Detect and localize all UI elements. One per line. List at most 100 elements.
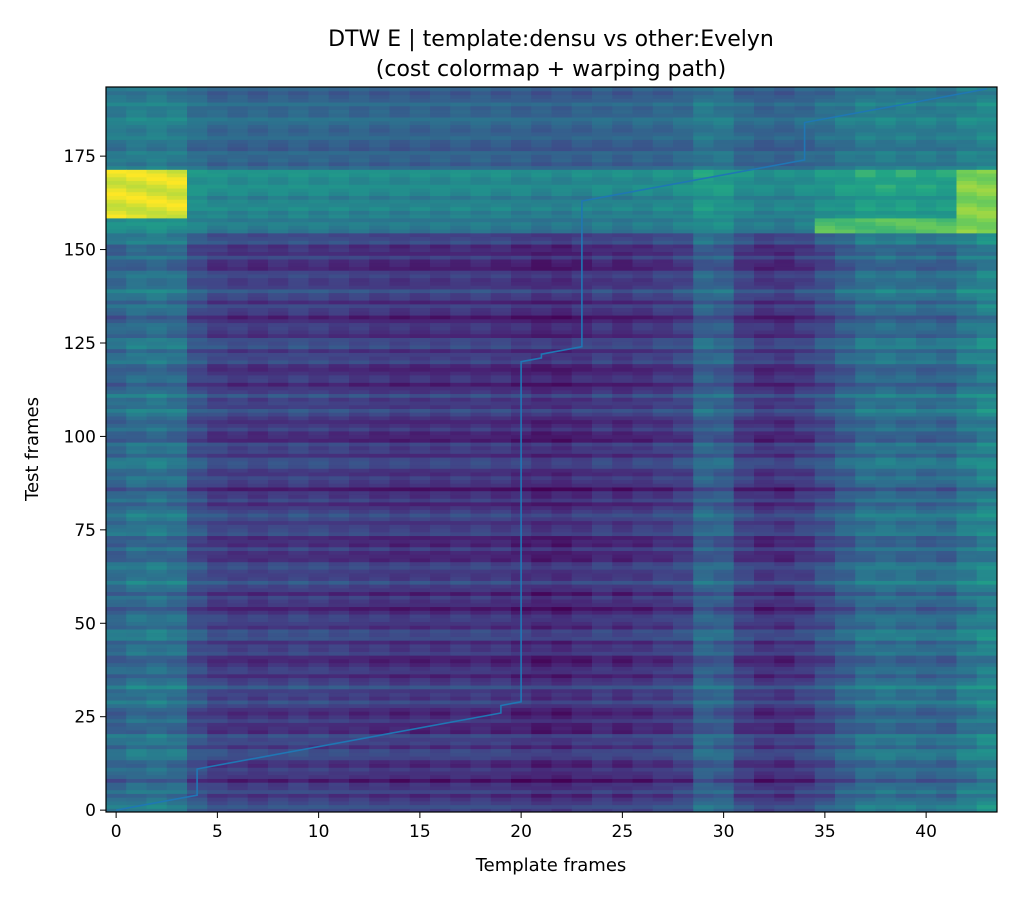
heatmap-cell xyxy=(308,789,330,794)
heatmap-cell xyxy=(268,423,289,428)
heatmap-cell xyxy=(268,124,289,129)
heatmap-cell xyxy=(571,688,593,694)
heatmap-cell xyxy=(227,154,249,159)
heatmap-cell xyxy=(612,281,634,286)
heatmap-cell xyxy=(389,490,411,495)
heatmap-cell xyxy=(470,296,492,301)
heatmap-cell xyxy=(349,202,370,208)
heatmap-cell xyxy=(126,322,148,327)
heatmap-cell xyxy=(106,468,127,473)
heatmap-cell xyxy=(227,430,249,436)
heatmap-cell xyxy=(126,352,148,357)
heatmap-cell xyxy=(146,221,168,226)
heatmap-cell xyxy=(470,124,492,129)
heatmap-cell xyxy=(126,610,148,615)
heatmap-cell xyxy=(612,602,634,608)
heatmap-cell xyxy=(470,554,492,559)
heatmap-cell xyxy=(207,165,229,170)
heatmap-cell xyxy=(349,217,370,223)
heatmap-cell xyxy=(592,550,613,555)
heatmap-cell xyxy=(166,755,188,761)
heatmap-cell xyxy=(592,158,613,163)
heatmap-cell xyxy=(409,501,431,507)
heatmap-cell xyxy=(470,755,492,761)
heatmap-cell xyxy=(328,770,350,776)
heatmap-cell xyxy=(166,371,188,376)
heatmap-cell xyxy=(551,337,573,342)
heatmap-cell xyxy=(490,569,512,574)
heatmap-cell xyxy=(470,214,492,219)
heatmap-cell xyxy=(106,150,127,155)
heatmap-cell xyxy=(470,195,492,200)
heatmap-cell xyxy=(490,513,512,518)
heatmap-cell xyxy=(551,520,573,525)
heatmap-cell xyxy=(612,471,634,477)
heatmap-cell xyxy=(106,486,127,492)
heatmap-cell xyxy=(470,498,492,503)
heatmap-cell xyxy=(369,688,391,694)
heatmap-cell xyxy=(126,172,148,178)
heatmap-cell xyxy=(106,793,127,798)
heatmap-cell xyxy=(592,397,613,402)
heatmap-cell xyxy=(106,651,127,656)
heatmap-cell xyxy=(166,270,188,275)
heatmap-cell xyxy=(531,285,553,290)
heatmap-cell xyxy=(389,400,411,406)
heatmap-cell xyxy=(308,341,330,346)
heatmap-cell xyxy=(470,759,492,765)
heatmap-cell xyxy=(328,800,350,806)
heatmap-cell xyxy=(328,752,350,757)
heatmap-cell xyxy=(308,782,330,787)
heatmap-cell xyxy=(247,356,269,361)
heatmap-cell xyxy=(308,737,330,742)
heatmap-cell xyxy=(592,288,613,294)
heatmap-cell xyxy=(227,610,249,615)
heatmap-cell xyxy=(389,427,411,432)
heatmap-cell xyxy=(308,606,330,611)
heatmap-cell xyxy=(511,258,532,264)
heatmap-cell xyxy=(470,184,492,189)
heatmap-cell xyxy=(612,371,634,376)
heatmap-cell xyxy=(612,408,634,413)
heatmap-cell xyxy=(389,180,411,185)
heatmap-cell xyxy=(126,740,148,746)
heatmap-cell xyxy=(571,449,593,454)
heatmap-cell xyxy=(490,759,512,765)
heatmap-cell xyxy=(592,688,613,694)
heatmap-cell xyxy=(146,647,168,652)
heatmap-cell xyxy=(531,681,553,686)
heatmap-cell xyxy=(430,464,451,469)
heatmap-cell xyxy=(430,344,451,350)
heatmap-cell xyxy=(288,415,310,421)
heatmap-cell xyxy=(247,576,269,581)
heatmap-cell xyxy=(349,352,370,357)
heatmap-cell xyxy=(531,550,553,555)
heatmap-cell xyxy=(227,479,249,484)
heatmap-cell xyxy=(531,281,553,286)
heatmap-cell xyxy=(511,767,532,772)
heatmap-cell xyxy=(592,565,613,570)
heatmap-cell xyxy=(369,632,391,637)
heatmap-cell xyxy=(409,483,431,488)
heatmap-cell xyxy=(490,113,512,118)
heatmap-cell xyxy=(551,591,573,596)
heatmap-cell xyxy=(187,456,208,462)
heatmap-cell xyxy=(126,475,148,480)
heatmap-cell xyxy=(409,789,431,794)
heatmap-cell xyxy=(126,90,148,96)
heatmap-cell xyxy=(470,524,492,529)
heatmap-cell xyxy=(106,565,127,570)
heatmap-cell xyxy=(551,524,573,529)
heatmap-cell xyxy=(369,352,391,357)
heatmap-cell xyxy=(409,184,431,189)
heatmap-cell xyxy=(571,434,593,439)
heatmap-cell xyxy=(389,669,411,675)
heatmap-cell xyxy=(450,513,472,518)
heatmap-cell xyxy=(247,371,269,376)
heatmap-cell xyxy=(571,535,593,540)
heatmap-cell xyxy=(106,789,127,794)
heatmap-cell xyxy=(207,419,229,424)
heatmap-cell xyxy=(126,785,148,791)
heatmap-cell xyxy=(349,445,370,451)
heatmap-cell xyxy=(247,172,269,178)
